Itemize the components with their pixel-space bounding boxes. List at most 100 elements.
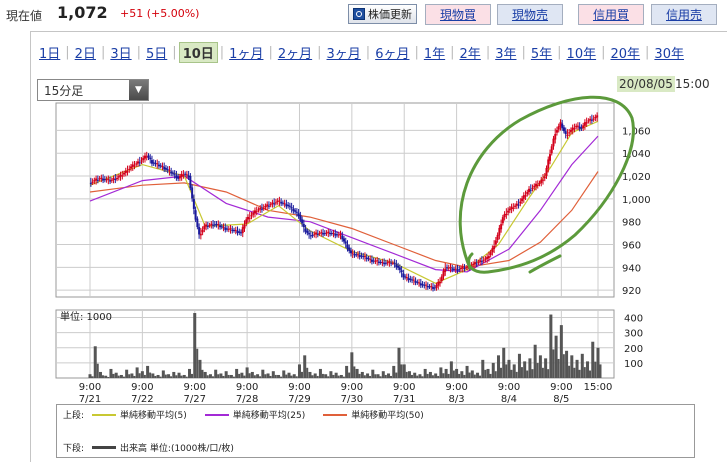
interval-select[interactable]: 15分足 ▼ [37,79,149,101]
volume-bar [465,365,469,378]
spot-buy-button[interactable]: 現物買 [425,4,491,25]
volume-bar [128,374,131,378]
candle-body [459,268,462,270]
candle-body [435,285,438,288]
volume-bar [505,364,508,378]
candle-body [454,268,457,270]
volume-bar [549,314,553,378]
candle-body [238,231,241,233]
refresh-price-button[interactable]: 株価更新 [348,4,417,24]
candle-body [372,260,375,262]
period-tab[interactable]: 3ヶ月 [326,46,361,62]
volume-bar [387,373,391,378]
volume-bar [517,353,521,378]
candle-body [189,176,192,188]
candle-body [568,132,571,134]
candle-body [369,258,372,260]
tab-separator: | [365,44,371,60]
volume-bar [452,370,455,378]
x-tick-date: 8/5 [553,394,569,404]
volume-bar [533,344,537,378]
candle-body [409,278,412,280]
spot-sell-button[interactable]: 現物売 [497,4,563,25]
candle-body [276,200,279,202]
volume-bar [434,373,438,378]
candle-body [322,233,325,235]
volume-bar [159,376,162,378]
candle-body [112,178,115,180]
x-tick-time: 9:00 [184,382,206,393]
period-tab[interactable]: 2日 [74,46,96,62]
period-tab[interactable]: 10年 [566,46,597,62]
period-tab[interactable]: 2ヶ月 [277,46,313,62]
candle-body [398,267,401,270]
volume-bar [426,373,429,378]
period-tab[interactable]: 6ヶ月 [375,46,410,62]
volume-bar [342,376,345,378]
candle-body [578,126,581,129]
volume-bar [96,363,99,378]
tab-separator: | [100,44,106,60]
period-tab[interactable]: 3日 [110,46,132,62]
x-tick-time: 9:00 [131,382,153,393]
legend-volume-swatch [92,446,117,449]
volume-bar [468,372,471,378]
candle-body [421,284,424,286]
candle-body [306,230,309,234]
candle-body [128,168,131,170]
legend-ma50-label: 単純移動平均(50) [351,411,424,421]
period-tab[interactable]: 1ヶ月 [229,46,264,62]
period-tab[interactable]: 1日 [39,46,61,62]
volume-bar [479,375,482,378]
candle-body [89,182,92,184]
volume-bar [274,374,277,378]
volume-bar [135,367,139,378]
candle-body [400,270,403,273]
candle-body [185,174,188,176]
period-tab[interactable]: 1年 [423,46,446,62]
volume-bar [562,354,565,378]
candle-body [178,176,181,179]
period-tab[interactable]: 20年 [610,46,641,62]
candle-body [219,225,222,228]
period-tab[interactable]: 30年 [654,46,684,62]
period-tab[interactable]: 5日 [146,46,168,62]
candle-body [547,159,550,169]
volume-bar [374,374,377,378]
candle-body [334,233,337,236]
candle-body [156,163,159,165]
volume-bar [250,371,254,378]
period-tab[interactable]: 2年 [459,46,481,62]
period-tab[interactable]: 3年 [495,46,517,62]
volume-bar [449,361,453,378]
candle-body [512,207,515,209]
candle-body [536,184,539,186]
candle-body [240,232,243,234]
candle-body [311,234,314,236]
volume-bar [224,371,228,378]
volume-bar [586,361,590,378]
period-tab[interactable]: 5年 [530,46,553,62]
margin-sell-button[interactable]: 信用売 [651,4,717,25]
candle-body [391,262,394,264]
candle-body [388,261,391,263]
legend-ma50-swatch [323,413,348,416]
candle-body [260,208,263,210]
volume-bar [379,376,382,378]
volume-bar [339,374,343,378]
candle-body [562,127,565,132]
candle-body [487,256,490,259]
candle-body [105,179,108,181]
candle-body [344,241,347,244]
candle-body [184,173,187,175]
candle-body [220,226,223,228]
margin-buy-button[interactable]: 信用買 [578,4,644,25]
volume-bar [470,370,474,378]
volume-bar [256,374,260,378]
candle-body [110,179,113,181]
candle-body [285,204,288,207]
period-tab[interactable]: 10日 [178,41,218,63]
candle-body [299,214,302,220]
volume-bar [337,375,340,378]
candle-body [330,233,333,235]
